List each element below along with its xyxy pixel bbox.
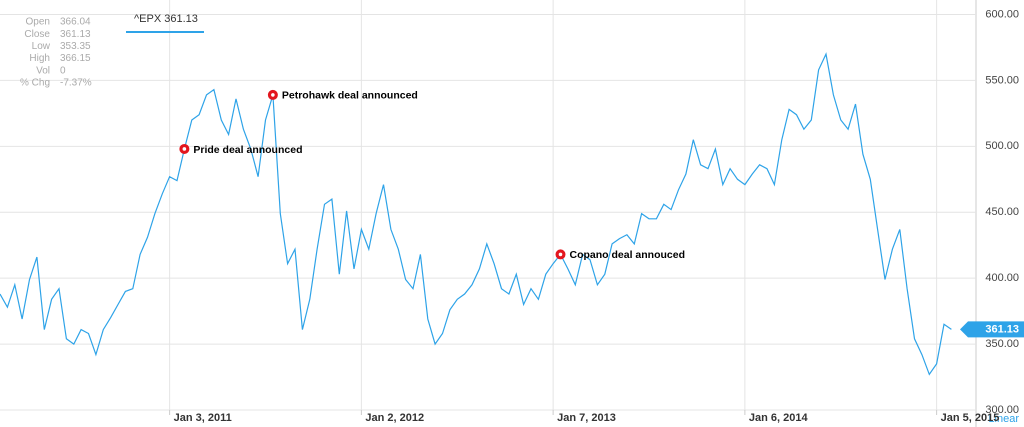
y-tick-label: 500.00 xyxy=(985,140,1019,152)
info-value: 366.04 xyxy=(60,17,91,28)
x-tick-label: Jan 5, 2015 xyxy=(941,412,1000,424)
x-tick-label: Jan 3, 2011 xyxy=(174,412,232,424)
info-value: 366.15 xyxy=(60,53,91,64)
annotation: Petrohawk deal announced xyxy=(282,90,418,102)
info-label: Low xyxy=(32,41,51,52)
annotation-marker-center xyxy=(558,252,563,257)
x-tick-label: Jan 6, 2014 xyxy=(749,412,809,424)
info-label: Close xyxy=(24,29,50,40)
x-tick-label: Jan 7, 2013 xyxy=(557,412,616,424)
scale-label[interactable]: Linear xyxy=(988,413,1019,425)
line xyxy=(0,52,952,376)
annotation: Copano deal annouced xyxy=(570,249,686,261)
info-label: % Chg xyxy=(20,78,50,89)
info-value: 353.35 xyxy=(60,41,91,52)
info-label: High xyxy=(29,53,50,64)
info-label: Vol xyxy=(36,65,50,76)
annotation: Pride deal announced xyxy=(193,144,302,156)
y-tick-label: 300.00 xyxy=(985,404,1019,416)
price-tag xyxy=(960,321,1024,338)
y-tick-label: 400.00 xyxy=(985,272,1019,284)
y-tick-label: 600.00 xyxy=(985,8,1019,20)
info-value: 0 xyxy=(60,65,66,76)
y-tick-label: 350.00 xyxy=(985,338,1019,350)
price-tag-label: 361.13 xyxy=(985,323,1019,335)
y-tick-label: 450.00 xyxy=(985,206,1019,218)
legend-label: ^EPX 361.13 xyxy=(134,13,198,25)
info-value: -7.37% xyxy=(60,78,92,89)
x-tick-label: Jan 2, 2012 xyxy=(365,412,424,424)
y-tick-label: 550.00 xyxy=(985,74,1019,86)
info-value: 361.13 xyxy=(60,29,91,40)
annotation-marker-center xyxy=(182,147,187,151)
info-label: Open xyxy=(26,17,50,28)
annotation-marker-center xyxy=(271,93,275,97)
